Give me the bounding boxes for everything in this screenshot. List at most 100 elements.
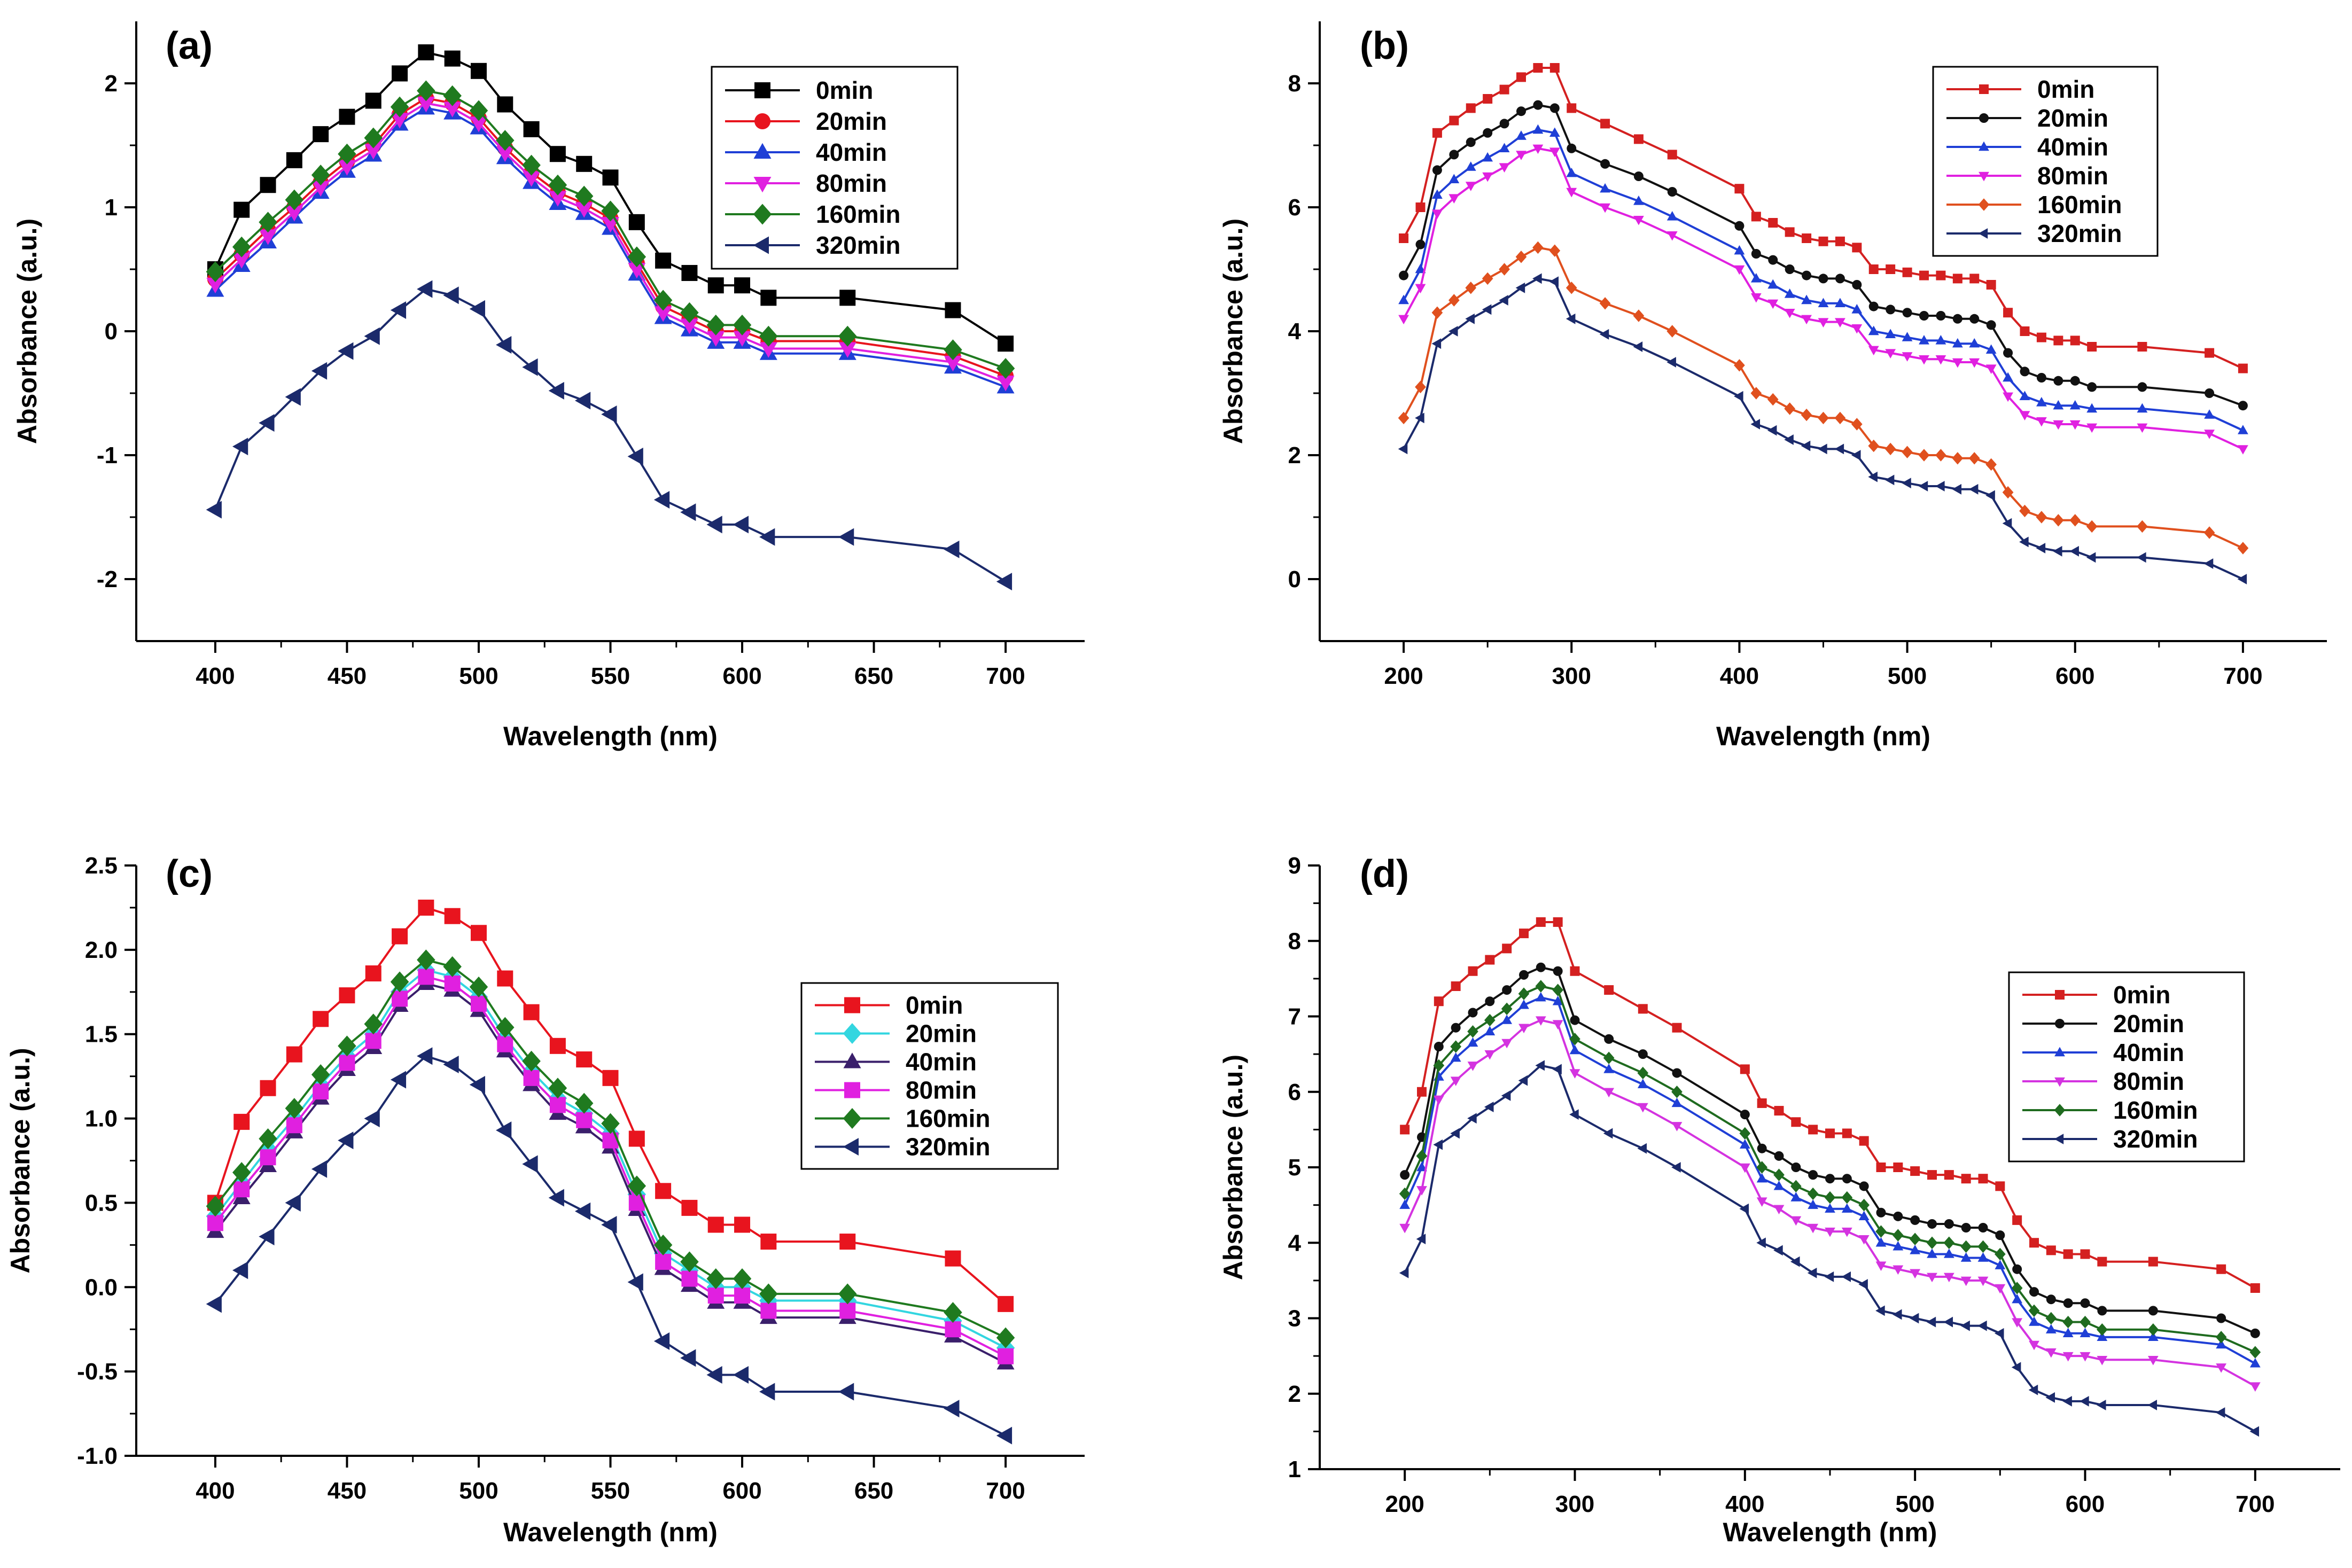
data-point [1818,411,1829,425]
data-point [417,1047,433,1065]
data-point [2003,348,2013,358]
data-point [2203,558,2214,569]
data-point [1902,446,1913,458]
data-point [733,314,752,336]
legend-marker [844,1082,860,1098]
data-point [602,217,619,233]
data-point [1801,408,1812,422]
data-point [2205,388,2215,398]
data-point [2029,1316,2039,1326]
data-point [734,1288,751,1304]
data-point [1902,352,1913,362]
x-tick-label: 550 [591,1478,630,1504]
data-point [2011,1362,2021,1373]
data-point [1466,103,1476,113]
data-point [338,1132,354,1150]
data-point [2036,397,2047,407]
data-point [1968,483,1979,495]
data-point [523,1004,540,1020]
data-point [1448,194,1460,204]
data-point [443,286,459,305]
data-point [313,126,329,143]
legend-marker [844,997,860,1013]
data-point [232,1162,251,1183]
legend-box [1932,66,2159,257]
data-point [313,1011,329,1027]
legend-marker [2054,1104,2066,1117]
data-point [2070,336,2080,346]
data-point [1944,1219,1954,1229]
data-point [496,336,512,354]
series-80min [1398,144,2248,455]
data-point [1919,355,1929,365]
data-point [1818,236,1828,246]
series-320min [206,280,1013,591]
data-point [2063,1249,2073,1259]
data-point [1918,481,1928,492]
data-point [1773,1180,1785,1190]
data-point [1885,349,1896,358]
data-point [549,1037,566,1054]
data-point [1483,128,1493,138]
data-point [1825,1203,1835,1213]
x-tick-label: 600 [722,1478,761,1504]
data-point [1431,338,1442,349]
data-point [601,200,620,222]
data-point [1499,143,1510,152]
data-point [576,155,593,172]
data-point [1666,211,1678,221]
data-point [944,356,962,372]
data-point [260,1149,276,1166]
data-point [365,965,381,982]
data-point [391,113,409,129]
y-axis-title: Absorbance (a.u.) [12,219,42,444]
legend: 0min 20min 40min 80min 160min 320min [711,66,959,270]
data-point [1851,418,1863,431]
y-tick-label: 1 [1288,1456,1301,1483]
data-point [1902,478,1911,489]
data-point [1552,984,1564,996]
data-point [2249,1358,2261,1368]
data-point [443,85,462,106]
data-point [1978,1174,1988,1184]
data-point [707,277,724,294]
series-line [214,288,1007,583]
data-point [522,358,538,376]
data-point [2003,372,2013,382]
data-point [496,1121,512,1140]
legend-label: 320min [2037,220,2122,247]
series-80min [1399,1016,2261,1392]
data-point [1734,265,1745,275]
y-tick-label: 1.0 [85,1106,118,1132]
series-160min [1399,980,2261,1359]
data-point [1995,1230,2005,1241]
data-point [1450,1052,1461,1062]
data-point [1825,1128,1835,1138]
data-point [1952,338,1963,348]
data-point [1969,274,1980,284]
data-point [655,1183,672,1199]
data-point [470,63,487,79]
data-point [259,414,275,432]
data-point [2147,1323,2159,1336]
data-point [1892,1309,1902,1320]
x-axis-title: Wavelength (nm) [503,721,718,751]
data-point [1569,1044,1580,1055]
data-point [1767,425,1777,436]
data-point [2046,1245,2056,1255]
series-0min [207,44,1014,352]
data-point [839,290,856,306]
data-point [1927,1170,1937,1180]
legend-label: 80min [2037,162,2108,190]
data-point [1841,1203,1852,1213]
data-point [1552,1064,1562,1075]
data-point [1499,163,1510,173]
data-point [1465,282,1477,294]
data-point [2045,1348,2057,1358]
data-point [2012,1264,2022,1274]
data-point [497,1036,513,1052]
data-point [1893,1211,1903,1221]
legend-label: 0min [2113,981,2170,1009]
data-point [2036,511,2047,524]
